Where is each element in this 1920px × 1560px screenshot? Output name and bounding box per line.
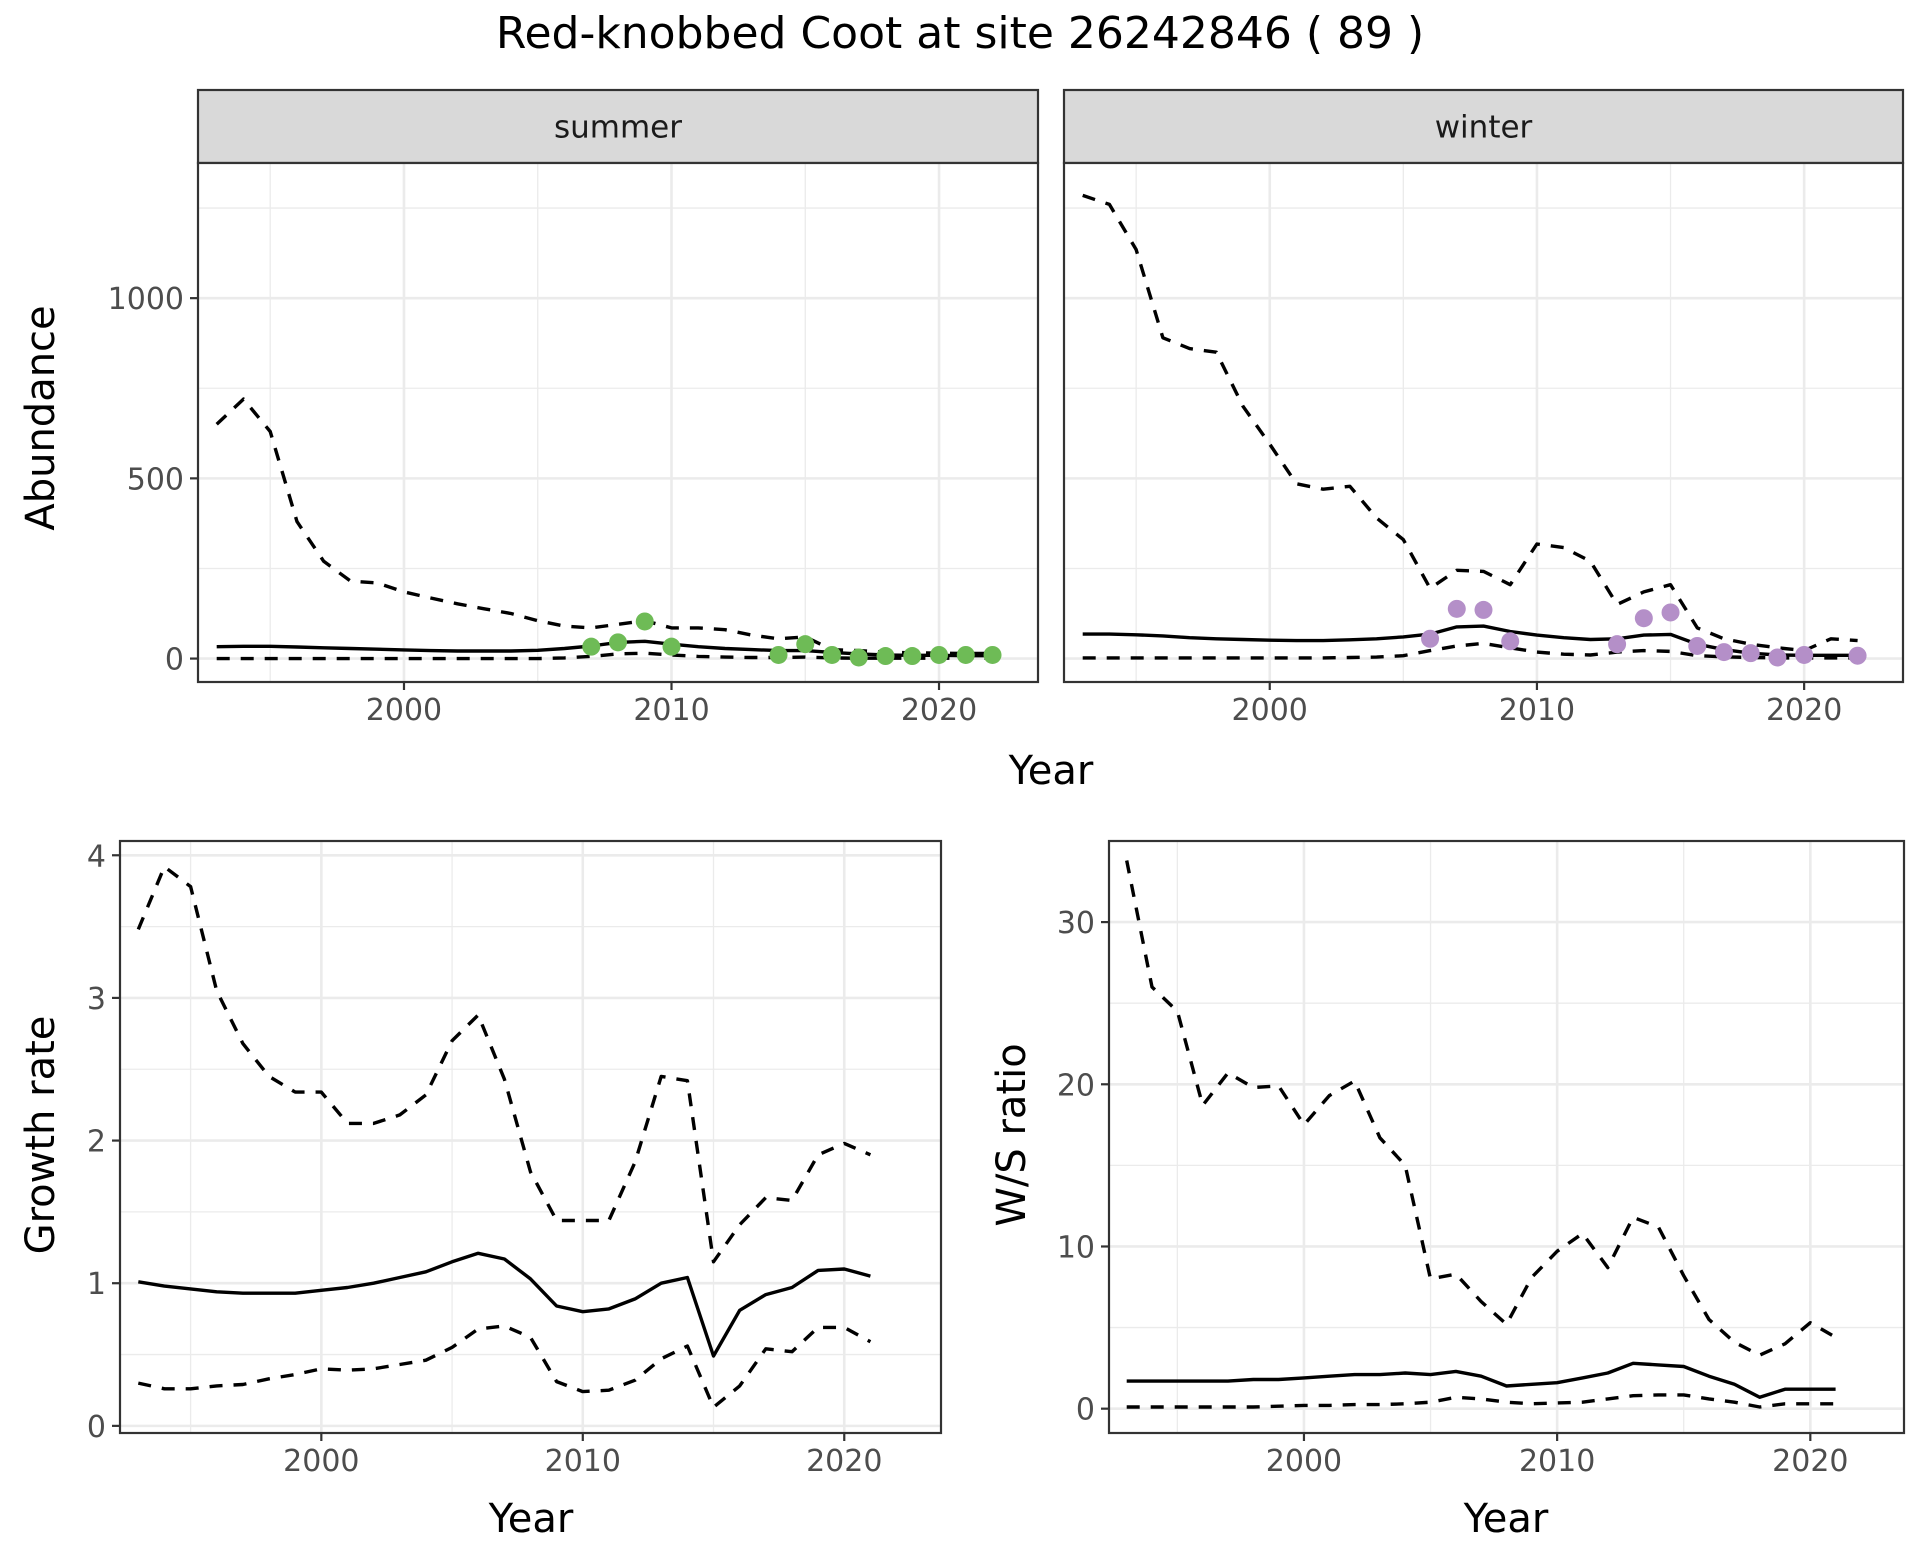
panel-border: [196, 161, 1040, 684]
x-tick-label: 2010: [633, 693, 709, 728]
observed-point: [1474, 600, 1493, 619]
observed-point: [1741, 644, 1760, 663]
y-axis-title-growth: Growth rate: [18, 1016, 64, 1255]
observed-point: [1714, 643, 1733, 662]
panel-growth-rate: 2000 2010 2020 0 1 2 3 4: [87, 839, 943, 1479]
y-tick-label: 0: [87, 1410, 106, 1445]
observed-point: [582, 637, 601, 656]
x-tick-label: 2000: [366, 693, 442, 728]
x-tick-label: 2000: [1232, 693, 1308, 728]
facet-strip: [1062, 88, 1905, 165]
observed-point: [662, 637, 681, 656]
observed-point: [1848, 646, 1867, 665]
panel-w-s-ratio: 2000 2010 2020 0 10 20 30: [1057, 839, 1906, 1479]
upper-bound-line: [1125, 860, 1837, 1357]
panel-border: [118, 839, 943, 1435]
x-tick-label: 2000: [1266, 1444, 1342, 1479]
observed-point: [823, 645, 842, 664]
panel-background: [1064, 163, 1903, 682]
y-tick-label: 20: [1057, 1068, 1095, 1103]
y-tick-label: 0: [165, 643, 184, 678]
x-axis-title-ws-ratio: Year: [1463, 1496, 1549, 1542]
y-tick-label: 30: [1057, 906, 1095, 941]
observed-point: [1421, 629, 1440, 648]
observed-point: [1688, 636, 1707, 655]
observed-point: [1768, 648, 1787, 667]
x-axis-title-growth: Year: [488, 1496, 574, 1542]
observed-point: [876, 647, 895, 666]
strip-label-winter: winter: [1435, 110, 1533, 146]
x-tick-label: 2020: [1772, 1444, 1848, 1479]
estimate-line: [138, 1251, 871, 1358]
observed-point: [1501, 632, 1520, 651]
observed-point: [849, 648, 868, 667]
panel-summer: 2000 2010 2020 0 500 1000: [108, 161, 1040, 728]
y-tick-label: 10: [1057, 1230, 1095, 1265]
y-tick-label: 2: [87, 1125, 106, 1160]
observed-point: [796, 635, 815, 654]
x-axis-title-abundance: Year: [1008, 748, 1094, 794]
observed-point: [609, 633, 627, 652]
y-tick-label: 1000: [108, 282, 184, 317]
panel-border: [1107, 839, 1906, 1435]
estimate-line: [1126, 1361, 1836, 1399]
x-tick-label: 2020: [901, 693, 977, 728]
observed-point: [769, 645, 788, 664]
upper-bound-line: [136, 865, 872, 1264]
y-tick-label: 500: [127, 462, 184, 497]
y-tick-label: 4: [87, 839, 106, 874]
panel-background: [120, 841, 941, 1433]
panel-border: [1062, 161, 1905, 684]
panel-winter: 2000 2010 2020: [1062, 161, 1905, 728]
lower-bound-line: [137, 1324, 872, 1409]
x-tick-label: 2000: [283, 1444, 359, 1479]
upper-bound-line: [1082, 193, 1858, 653]
strip-label-summer: summer: [554, 110, 682, 146]
x-tick-label: 2010: [1519, 1444, 1595, 1479]
observed-point: [930, 645, 949, 664]
y-tick-label: 0: [1076, 1393, 1095, 1428]
panel-background: [1109, 841, 1904, 1433]
x-tick-label: 2010: [545, 1444, 621, 1479]
figure-title: Red-knobbed Coot at site 26242846 ( 89 ): [496, 8, 1424, 59]
observed-point: [635, 612, 654, 631]
observed-point: [956, 645, 975, 664]
y-tick-label: 1: [87, 1267, 106, 1302]
observed-point: [1795, 645, 1814, 664]
facet-strip: [196, 88, 1040, 165]
panel-background: [198, 163, 1038, 682]
observed-point: [983, 645, 1002, 664]
x-tick-label: 2020: [1766, 693, 1842, 728]
lower-bound-line: [216, 651, 993, 661]
observed-point: [1608, 635, 1627, 654]
x-tick-label: 2020: [806, 1444, 882, 1479]
y-axis-title-ws-ratio: W/S ratio: [989, 1043, 1035, 1226]
x-tick-label: 2010: [1499, 693, 1575, 728]
observed-point: [1661, 603, 1680, 622]
observed-point: [1447, 599, 1466, 618]
y-axis-title-abundance: Abundance: [18, 305, 64, 530]
observed-point: [1634, 609, 1653, 628]
observed-point: [903, 647, 922, 666]
y-tick-label: 3: [87, 982, 106, 1017]
